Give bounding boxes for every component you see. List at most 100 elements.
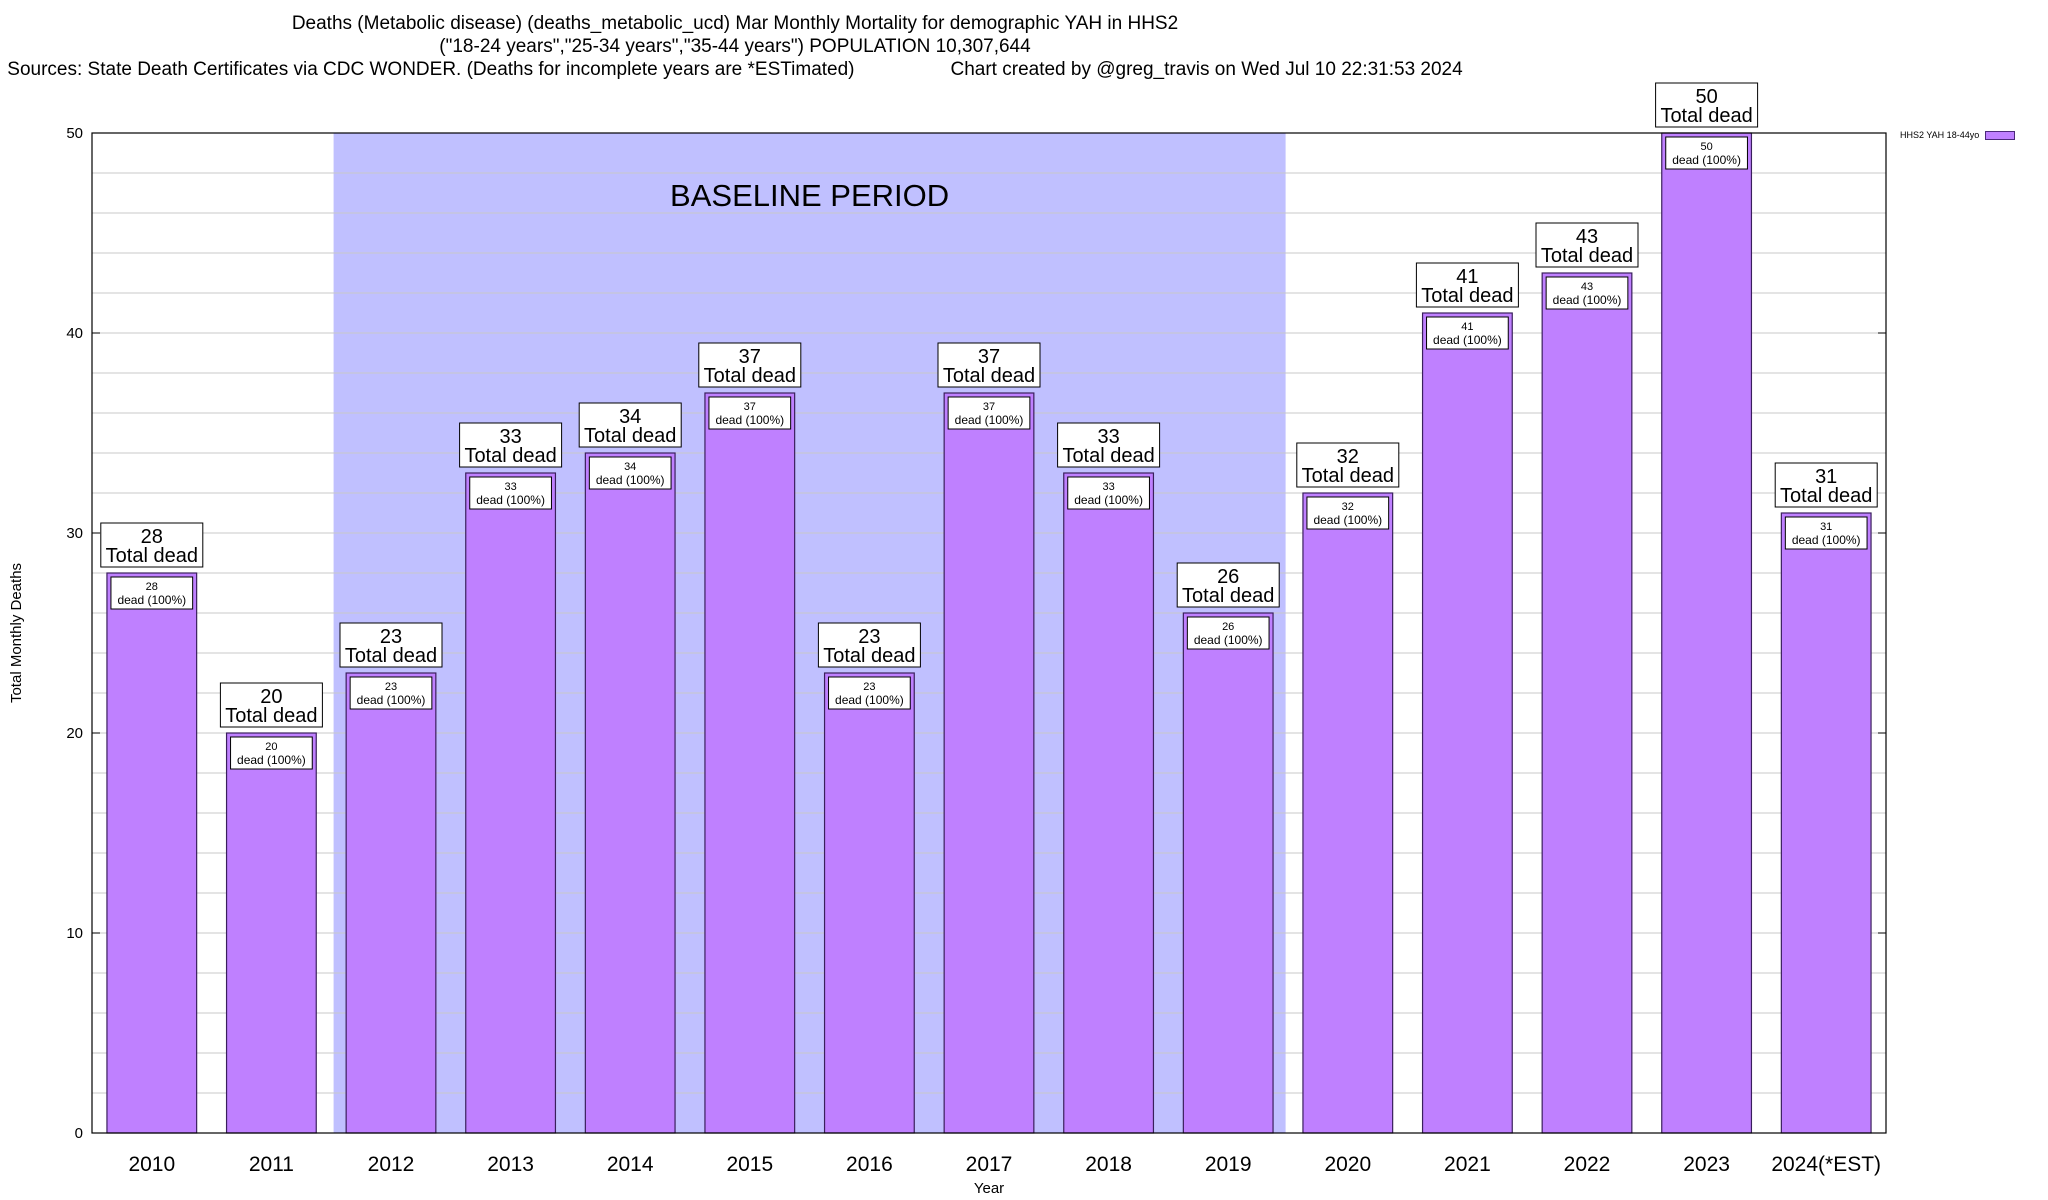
bar-top-suffix: Total dead <box>1421 285 1513 307</box>
bar-top-value: 32 <box>1337 446 1359 468</box>
bar <box>106 572 198 1134</box>
bar-top-suffix: Total dead <box>584 425 676 447</box>
bar-inner-label-box <box>1545 276 1629 310</box>
bar <box>1063 472 1155 1134</box>
y-tick-label: 20 <box>66 725 83 742</box>
bar-top-suffix: Total dead <box>1062 445 1154 467</box>
bar-inner-label-box <box>349 676 433 710</box>
x-tick-label: 2010 <box>128 1153 175 1176</box>
bar-top-suffix: Total dead <box>1780 485 1872 507</box>
title-line-3: Sources: State Death Certificates via CD… <box>0 58 1470 81</box>
bar-top-label-box <box>1415 262 1519 308</box>
baseline-period-label: BASELINE PERIOD <box>670 178 949 213</box>
y-tick-label: 0 <box>75 1125 83 1142</box>
bar-inner-value: 32 <box>1342 501 1354 513</box>
bar <box>1182 612 1274 1134</box>
bar-inner-pct: dead (100%) <box>237 753 306 767</box>
bar-inner-label-box <box>1186 616 1270 650</box>
x-tick-label: 2023 <box>1683 1153 1730 1176</box>
bar-inner-value: 31 <box>1820 521 1832 533</box>
x-tick-label: 2015 <box>726 1153 773 1176</box>
bar-inner-label-box <box>828 676 911 710</box>
bar <box>1421 312 1513 1134</box>
bar-inner-pct: dead (100%) <box>1672 153 1741 167</box>
bar-inner-pct: dead (100%) <box>1074 493 1143 507</box>
x-tick-label: 2018 <box>1085 1153 1132 1176</box>
bar-top-suffix: Total dead <box>1302 465 1394 487</box>
bar-inner-pct: dead (100%) <box>117 593 186 607</box>
bar <box>704 392 796 1134</box>
x-tick-label: 2024(*EST) <box>1771 1153 1881 1176</box>
bar-top-value: 31 <box>1815 466 1837 488</box>
credit-text: Chart created by @greg_travis on Wed Jul… <box>950 59 1463 80</box>
chart-title: Deaths (Metabolic disease) (deaths_metab… <box>0 12 1470 81</box>
bar-top-label-box <box>937 342 1041 388</box>
x-tick-label: 2022 <box>1564 1153 1611 1176</box>
bar-inner-label-box <box>110 576 194 610</box>
bar-top-label-box <box>1655 82 1759 128</box>
bar-inner-pct: dead (100%) <box>1433 333 1502 347</box>
bar <box>1302 492 1394 1134</box>
x-tick-label: 2019 <box>1205 1153 1252 1176</box>
bar-top-suffix: Total dead <box>106 545 198 567</box>
bar <box>1541 272 1633 1134</box>
x-tick-label: 2011 <box>249 1153 294 1176</box>
bar-top-suffix: Total dead <box>943 365 1035 387</box>
bar-top-label-box <box>100 522 204 568</box>
x-tick-label: 2012 <box>368 1153 415 1176</box>
bar-inner-pct: dead (100%) <box>1313 513 1382 527</box>
bar-top-suffix: Total dead <box>704 365 796 387</box>
y-axis-label: Total Monthly Deaths <box>8 563 25 703</box>
bar-top-label-box <box>1057 422 1161 468</box>
bar-top-suffix: Total dead <box>464 445 556 467</box>
bar-inner-label-box <box>1306 496 1390 530</box>
bar-inner-pct: dead (100%) <box>835 693 904 707</box>
x-axis-label: Year <box>974 1180 1004 1197</box>
bar-top-value: 43 <box>1576 226 1598 248</box>
bar-top-label-box <box>459 422 563 468</box>
bar-top-label-box <box>1774 462 1878 508</box>
legend-swatch <box>1985 130 2016 140</box>
bar <box>584 452 676 1134</box>
plot-border <box>91 132 1887 1134</box>
bar-inner-label-box <box>469 476 552 510</box>
x-tick-label: 2016 <box>846 1153 893 1176</box>
bar-top-suffix: Total dead <box>1541 245 1633 267</box>
bar-inner-value: 20 <box>265 741 277 753</box>
x-tick-label: 2013 <box>487 1153 534 1176</box>
bar-inner-pct: dead (100%) <box>476 493 545 507</box>
bar-inner-value: 33 <box>504 481 516 493</box>
bar-inner-label-box <box>1784 516 1868 550</box>
bar <box>345 672 437 1134</box>
bar-top-label-box <box>1535 222 1639 268</box>
bar-inner-value: 33 <box>1102 481 1114 493</box>
sources-text: Sources: State Death Certificates via CD… <box>7 59 855 80</box>
bar-inner-label-box <box>1067 476 1150 510</box>
bar-inner-value: 50 <box>1700 141 1712 153</box>
bar-inner-label-box <box>588 456 672 490</box>
bar-inner-value: 23 <box>863 681 875 693</box>
bar <box>823 672 915 1134</box>
bar-inner-value: 37 <box>744 401 756 413</box>
bar-inner-label-box <box>1426 316 1509 350</box>
bar <box>943 392 1035 1134</box>
bar-top-value: 41 <box>1456 266 1478 288</box>
bar-top-suffix: Total dead <box>1182 585 1274 607</box>
bar-inner-label-box <box>1665 136 1748 170</box>
bar <box>465 472 557 1134</box>
bar-top-label-box <box>1296 442 1400 488</box>
legend-label: HHS2 YAH 18-44yo <box>1900 130 1980 140</box>
bar-top-label-box <box>698 342 802 388</box>
bar-top-value: 37 <box>739 346 761 368</box>
bar-inner-value: 34 <box>624 461 636 473</box>
bar-inner-value: 41 <box>1461 321 1473 333</box>
bar <box>1780 512 1872 1134</box>
bar-top-value: 26 <box>1217 566 1239 588</box>
bar-inner-pct: dead (100%) <box>715 413 784 427</box>
bar-inner-pct: dead (100%) <box>955 413 1024 427</box>
bar-top-label-box <box>578 402 682 448</box>
bar <box>225 732 317 1134</box>
bar-inner-label-box <box>708 396 792 430</box>
bar-top-value: 50 <box>1695 86 1717 108</box>
bar-inner-pct: dead (100%) <box>357 693 426 707</box>
